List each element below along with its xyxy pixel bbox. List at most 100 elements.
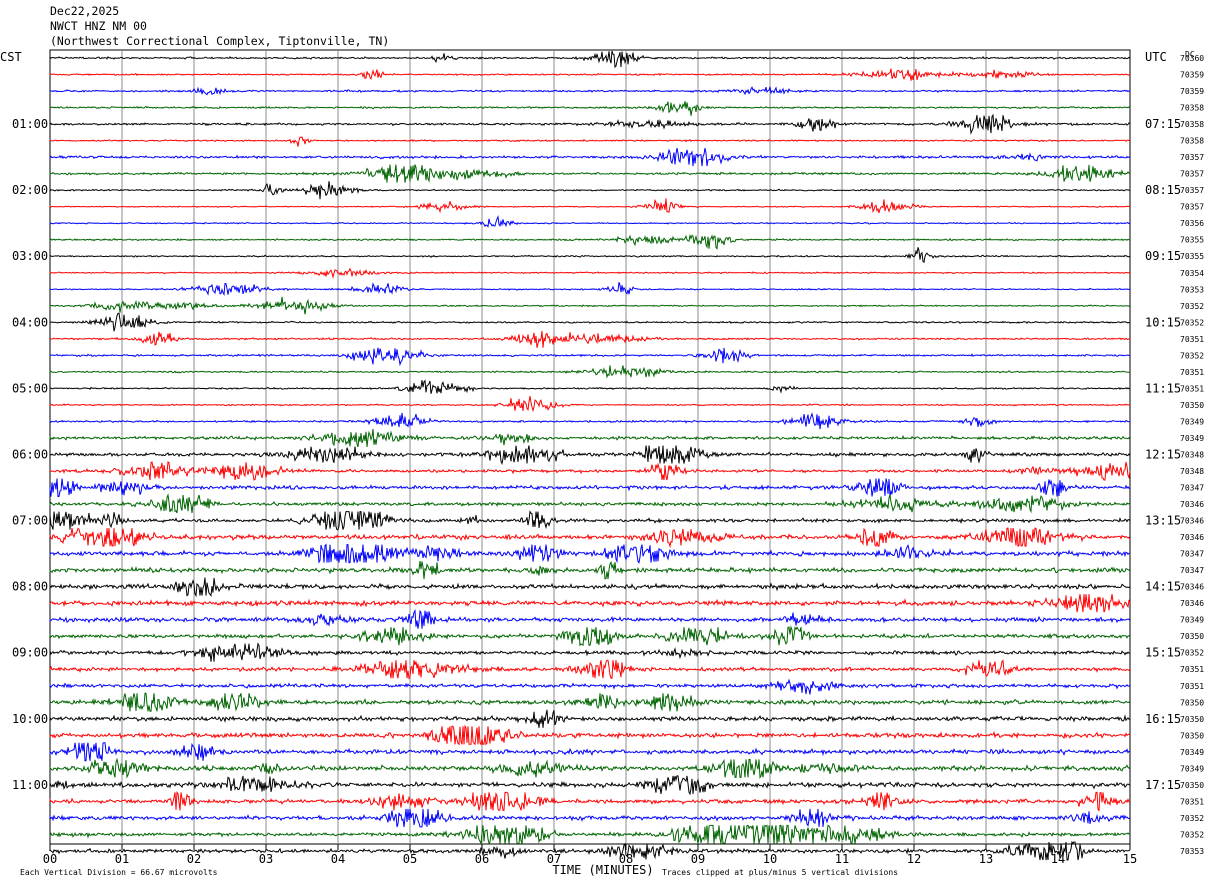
trace-line xyxy=(49,791,1131,812)
utc-hour-label: 10:15 xyxy=(1145,315,1181,329)
dc-offset-label: 70357 xyxy=(1180,153,1204,162)
trace-line xyxy=(49,478,1131,497)
trace-line xyxy=(49,659,1131,680)
trace-line xyxy=(49,233,1131,250)
trace-line xyxy=(49,577,1131,598)
cst-hour-label: 10:00 xyxy=(12,712,48,726)
dc-offset-label: 70346 xyxy=(1180,533,1204,542)
x-tick-label: 01 xyxy=(115,852,129,866)
trace-line xyxy=(49,609,1131,629)
trace-line xyxy=(49,412,1131,430)
x-axis-ticks xyxy=(49,844,1131,850)
dc-offset-label: 70349 xyxy=(1180,616,1204,625)
trace-line xyxy=(49,527,1131,549)
dc-label: DC xyxy=(1185,50,1195,59)
dc-offset-label: 70357 xyxy=(1180,170,1204,179)
x-tick-label: 03 xyxy=(259,852,273,866)
trace-line xyxy=(49,379,1131,394)
dc-offset-label: 70353 xyxy=(1180,847,1204,856)
trace-line xyxy=(49,247,1131,264)
trace-line xyxy=(49,86,1131,96)
clip-note: Traces clipped at plus/minus 5 vertical … xyxy=(662,868,898,877)
trace-line xyxy=(49,493,1131,514)
utc-hour-label: 11:15 xyxy=(1145,381,1181,395)
x-tick-label: 05 xyxy=(403,852,417,866)
dc-offset-label: 70348 xyxy=(1180,450,1204,459)
cst-hour-label: 09:00 xyxy=(12,646,48,660)
dc-offset-label: 70348 xyxy=(1180,467,1204,476)
dc-offset-label: 70355 xyxy=(1180,236,1204,245)
dc-offset-label: 70352 xyxy=(1180,302,1204,311)
trace-line xyxy=(49,396,1130,413)
dc-offset-label: 70352 xyxy=(1180,814,1204,823)
traces xyxy=(49,50,1131,861)
trace-line xyxy=(49,824,1131,846)
scale-note: Each Vertical Division = 66.67 microvolt… xyxy=(20,868,218,877)
dc-offset-label: 70350 xyxy=(1180,401,1204,410)
trace-line xyxy=(49,330,1131,348)
dc-offset-label: 70352 xyxy=(1180,351,1204,360)
dc-offset-label: 70350 xyxy=(1180,698,1204,707)
station-label: NWCT HNZ NM 00 xyxy=(50,19,147,33)
cst-hour-label: 11:00 xyxy=(12,778,48,792)
x-tick-label: 12 xyxy=(907,852,921,866)
minute-gridlines xyxy=(121,50,1059,844)
cst-axis-label: CST xyxy=(0,50,22,64)
trace-line xyxy=(49,267,1131,279)
trace-line xyxy=(49,215,1131,228)
dc-offset-label: 70351 xyxy=(1180,797,1204,806)
x-axis-label: TIME (MINUTES) xyxy=(552,863,653,877)
trace-line xyxy=(49,50,1131,69)
dc-offset-label: 70350 xyxy=(1180,715,1204,724)
trace-line xyxy=(49,347,1131,367)
trace-line xyxy=(49,642,1131,662)
trace-line xyxy=(49,709,1130,728)
trace-line xyxy=(49,510,1131,531)
trace-line xyxy=(49,181,1131,200)
trace-line xyxy=(49,775,1131,796)
cst-hour-label: 05:00 xyxy=(12,381,48,395)
utc-hour-label: 08:15 xyxy=(1145,183,1181,197)
dc-offset-label: 70350 xyxy=(1180,781,1204,790)
utc-hour-label: 07:15 xyxy=(1145,117,1181,131)
dc-offset-label: 70352 xyxy=(1180,830,1204,839)
trace-line xyxy=(49,678,1131,695)
trace-line xyxy=(49,113,1131,135)
dc-offset-label: 70353 xyxy=(1180,285,1204,294)
dc-offset-label: 70352 xyxy=(1180,649,1204,658)
trace-line xyxy=(49,692,1131,712)
utc-hour-label: 16:15 xyxy=(1145,712,1181,726)
dc-offset-label: 70347 xyxy=(1180,484,1204,493)
dc-offset-label: 70349 xyxy=(1180,748,1204,757)
utc-axis-label: UTC xyxy=(1145,50,1167,64)
dc-offset-label: 70357 xyxy=(1180,203,1204,212)
dc-offset-label: 70349 xyxy=(1180,434,1204,443)
trace-line xyxy=(49,625,1131,647)
dc-offset-label: 70346 xyxy=(1180,599,1204,608)
x-tick-label: 08 xyxy=(619,852,633,866)
dc-offset-label: 70349 xyxy=(1180,764,1204,773)
trace-line xyxy=(49,560,1131,580)
dc-offset-label: 70351 xyxy=(1180,665,1204,674)
trace-line xyxy=(49,136,1131,147)
cst-hour-label: 07:00 xyxy=(12,514,48,528)
utc-hour-label: 14:15 xyxy=(1145,580,1181,594)
dc-offset-label: 70360 xyxy=(1180,54,1204,63)
x-tick-label: 00 xyxy=(43,852,57,866)
cst-hour-label: 08:00 xyxy=(12,580,48,594)
x-tick-label: 02 xyxy=(187,852,201,866)
plot-frame xyxy=(49,49,1131,845)
trace-line xyxy=(49,198,1131,214)
trace-line xyxy=(49,147,1131,167)
dc-offset-label: 70350 xyxy=(1180,731,1204,740)
utc-hour-label: 09:15 xyxy=(1145,249,1181,263)
location-label: (Northwest Correctional Complex, Tiptonv… xyxy=(50,34,390,48)
dc-offset-label: 70351 xyxy=(1180,335,1204,344)
trace-line xyxy=(49,594,1131,613)
dc-offset-label: 70358 xyxy=(1180,120,1204,129)
dc-offset-label: 70350 xyxy=(1180,632,1204,641)
cst-hour-label: 04:00 xyxy=(12,315,48,329)
x-tick-label: 06 xyxy=(475,852,489,866)
dc-offset-label: 70358 xyxy=(1180,104,1204,113)
